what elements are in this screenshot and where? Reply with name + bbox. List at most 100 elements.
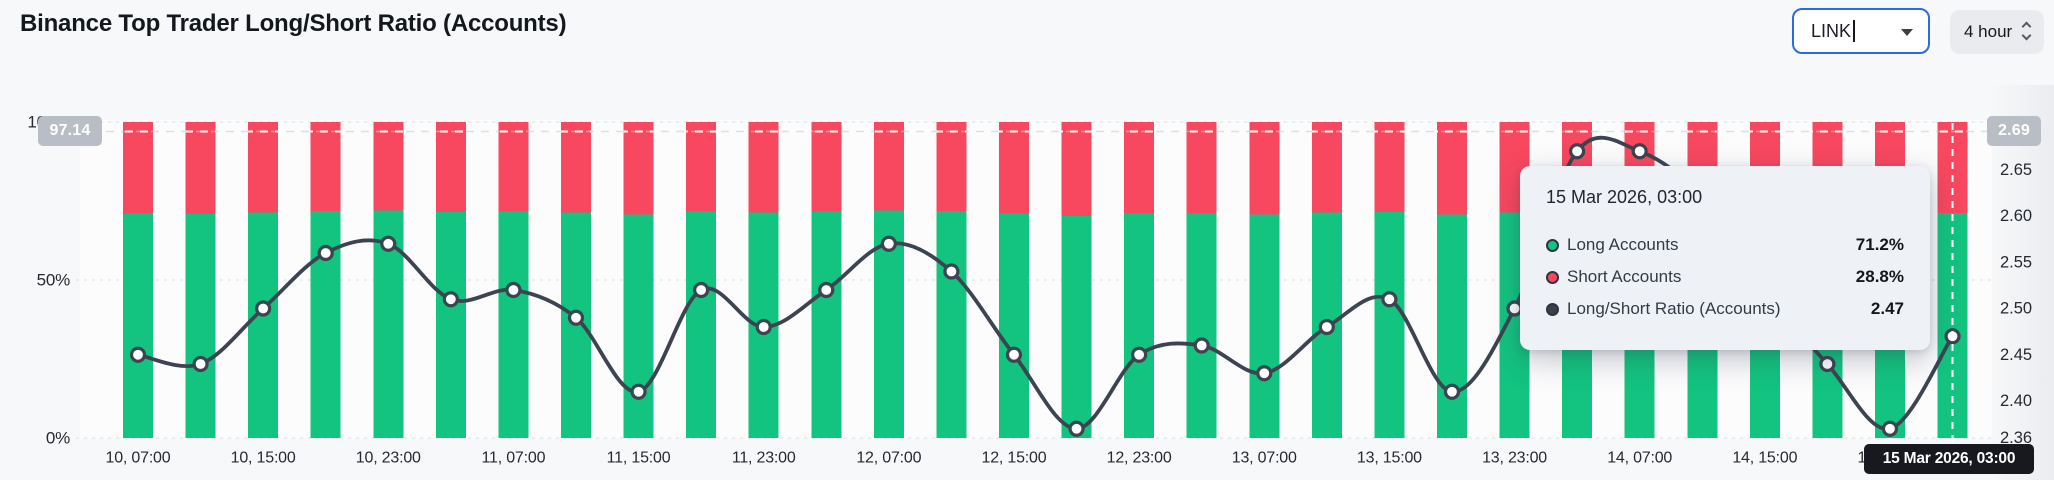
bar-short-segment[interactable] — [936, 122, 967, 212]
line-point-marker[interactable] — [567, 309, 585, 326]
tooltip-row-label: Long/Short Ratio (Accounts) — [1567, 299, 1781, 318]
bar-long-segment[interactable] — [123, 213, 153, 438]
line-point-marker[interactable] — [1569, 143, 1586, 160]
line-point-marker[interactable] — [255, 300, 272, 317]
line-point-marker[interactable] — [317, 244, 334, 262]
x-axis-label: 12, 07:00 — [856, 450, 921, 467]
tooltip-row-label: Short Accounts — [1567, 267, 1682, 286]
bar-short-segment[interactable] — [435, 122, 466, 213]
line-point-marker[interactable] — [693, 281, 710, 299]
bar-short-segment[interactable] — [373, 122, 404, 211]
bar-long-segment[interactable] — [686, 211, 717, 438]
bar-short-segment[interactable] — [560, 122, 591, 213]
line-point-marker[interactable] — [1881, 420, 1899, 437]
long-dot-icon — [1546, 238, 1559, 252]
bar-short-segment[interactable] — [498, 122, 529, 212]
bar-short-segment[interactable] — [185, 122, 216, 214]
bar-short-segment[interactable] — [748, 122, 779, 213]
bar-short-segment[interactable] — [623, 122, 654, 215]
bar-long-segment[interactable] — [936, 211, 967, 438]
chevron-down-icon — [1901, 29, 1913, 36]
bar-long-segment[interactable] — [310, 210, 341, 438]
crosshair-x-axis-badge: 15 Mar 2026, 03:00 — [1864, 444, 2034, 474]
line-point-marker[interactable] — [1256, 365, 1273, 382]
bar-short-segment[interactable] — [248, 122, 279, 213]
y-axis-label-right: 2.50 — [2000, 300, 2032, 318]
line-point-marker[interactable] — [943, 263, 960, 280]
line-point-marker[interactable] — [1381, 291, 1398, 308]
tooltip-row-short: Short Accounts 28.8% — [1546, 261, 1904, 293]
bar-short-segment[interactable] — [1311, 122, 1342, 213]
bar-short-segment[interactable] — [1124, 122, 1155, 214]
x-axis-label: 11, 23:00 — [732, 450, 796, 467]
bar-short-segment[interactable] — [873, 122, 904, 211]
bar-short-segment[interactable] — [998, 122, 1029, 214]
bar-long-segment[interactable] — [435, 212, 466, 438]
line-point-marker[interactable] — [1005, 346, 1023, 363]
bar-long-segment[interactable] — [811, 211, 842, 438]
bar-long-segment[interactable] — [185, 213, 216, 438]
bar-long-segment[interactable] — [623, 214, 654, 438]
bar-short-segment[interactable] — [1436, 122, 1467, 215]
line-point-marker[interactable] — [1318, 318, 1335, 336]
tooltip-row-ratio: Long/Short Ratio (Accounts) 2.47 — [1546, 293, 1904, 325]
line-point-marker[interactable] — [1193, 337, 1210, 354]
bar-short-segment[interactable] — [1061, 122, 1092, 216]
x-axis-label: 13, 15:00 — [1357, 450, 1422, 467]
bar-long-segment[interactable] — [1374, 212, 1405, 438]
line-point-marker[interactable] — [442, 291, 459, 308]
line-point-marker[interactable] — [818, 281, 835, 299]
right-axis-fade — [1988, 85, 2054, 480]
line-point-marker[interactable] — [1068, 420, 1085, 437]
symbol-select[interactable]: LINK — [1792, 8, 1930, 54]
line-point-marker[interactable] — [1819, 355, 1836, 373]
x-axis-label: 10, 07:00 — [106, 450, 171, 467]
tooltip-row-long: Long Accounts 71.2% — [1546, 229, 1904, 261]
y-axis-label-right: 2.36 — [2000, 429, 2032, 447]
bar-short-segment[interactable] — [123, 122, 153, 214]
bar-long-segment[interactable] — [1249, 214, 1280, 438]
line-point-marker[interactable] — [505, 281, 522, 299]
line-point-marker[interactable] — [192, 355, 209, 373]
tooltip-title: 15 Mar 2026, 03:00 — [1546, 187, 1703, 207]
y-axis-label-left: 0% — [46, 429, 70, 448]
crosshair-right-axis-badge: 2.69 — [1987, 116, 2041, 146]
interval-select[interactable]: 4 hour — [1950, 10, 2044, 54]
y-axis-label-right: 2.55 — [2000, 253, 2032, 271]
bar-short-segment[interactable] — [1186, 122, 1217, 214]
bar-long-segment[interactable] — [1186, 213, 1217, 438]
short-dot-icon — [1546, 270, 1559, 284]
text-cursor — [1853, 20, 1856, 42]
x-axis-label: 14, 15:00 — [1732, 450, 1797, 467]
bar-long-segment[interactable] — [248, 212, 279, 438]
bar-long-segment[interactable] — [1436, 214, 1467, 438]
tooltip-row-label: Long Accounts — [1567, 235, 1679, 254]
x-axis-label: 10, 23:00 — [356, 450, 421, 467]
symbol-select-value: LINK — [1811, 20, 1852, 41]
bar-short-segment[interactable] — [1249, 122, 1280, 215]
line-point-marker[interactable] — [1631, 143, 1648, 160]
bar-long-segment[interactable] — [498, 211, 529, 438]
y-axis-label-right: 2.65 — [2000, 161, 2032, 179]
line-point-marker[interactable] — [1443, 383, 1461, 400]
y-axis-label-right: 2.40 — [2000, 392, 2032, 410]
x-axis-label: 13, 23:00 — [1482, 450, 1547, 467]
tooltip-row-value: 71.2% — [1855, 235, 1904, 254]
tooltip-row-value: 28.8% — [1855, 267, 1904, 286]
line-point-marker[interactable] — [380, 235, 397, 252]
bar-short-segment[interactable] — [1374, 122, 1405, 213]
x-axis-label: 11, 07:00 — [482, 450, 546, 467]
bar-short-segment[interactable] — [686, 122, 717, 212]
interval-select-value: 4 hour — [1964, 22, 2013, 41]
bar-short-segment[interactable] — [811, 122, 842, 212]
line-point-marker[interactable] — [630, 383, 647, 400]
line-point-marker[interactable] — [1131, 346, 1148, 363]
bar-long-segment[interactable] — [998, 213, 1029, 438]
line-point-marker[interactable] — [880, 235, 897, 252]
bar-long-segment[interactable] — [1124, 213, 1155, 438]
line-point-marker[interactable] — [129, 346, 147, 363]
line-point-marker[interactable] — [755, 318, 772, 336]
bar-short-segment[interactable] — [310, 122, 341, 211]
bar-long-segment[interactable] — [1061, 215, 1092, 438]
